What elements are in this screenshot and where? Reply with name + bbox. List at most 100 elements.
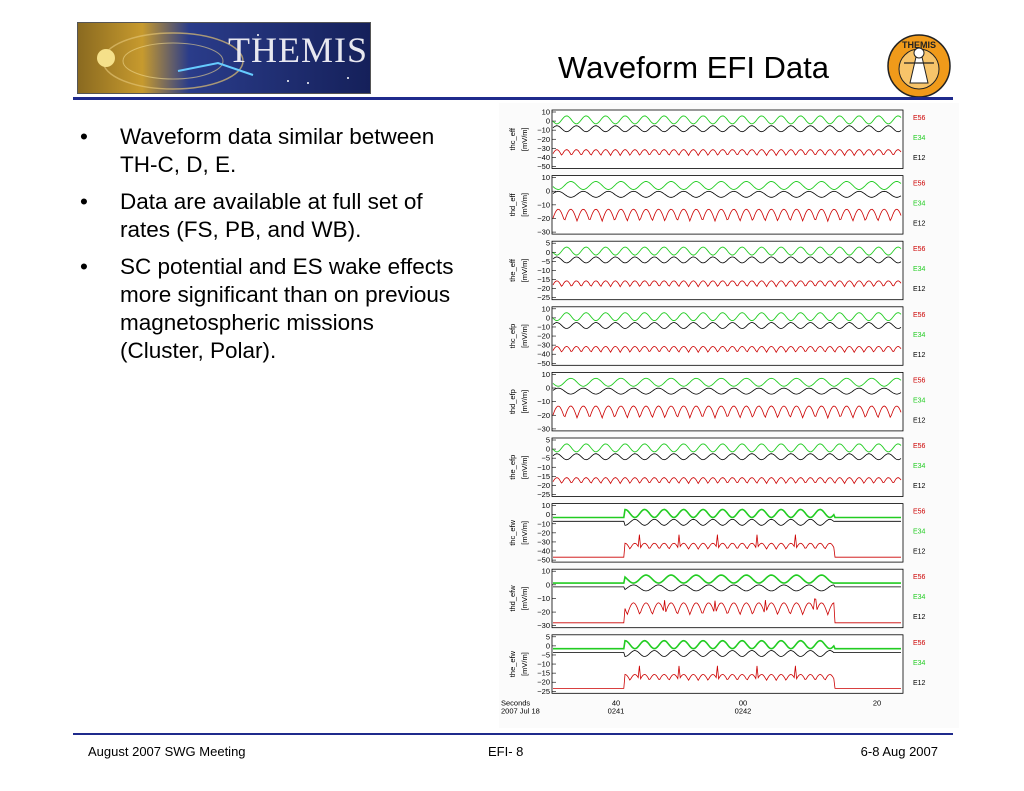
footer-date: 6-8 Aug 2007 — [860, 744, 938, 759]
y-tick-label: −40 — [537, 350, 550, 359]
legend-entry: E56 — [913, 181, 926, 188]
panel-ylabel: thd_eff — [508, 193, 517, 217]
y-tick-label: 10 — [542, 501, 550, 510]
footer-prefix: EFI- — [488, 744, 517, 759]
slide-title: Waveform EFI Data — [558, 50, 830, 85]
legend-entry: E56 — [913, 115, 926, 122]
panel-frame — [551, 240, 904, 301]
footer-slide-id: EFI- 8 — [488, 744, 523, 759]
y-tick-label: −25 — [537, 490, 550, 499]
series-e56 — [552, 208, 902, 223]
series-e34 — [552, 181, 902, 190]
legend-entry: E56 — [913, 312, 926, 319]
legend-entry: E12 — [913, 417, 926, 424]
bullet-text: SC potential and ES wake effects more si… — [120, 254, 454, 363]
y-tick-label: −20 — [537, 284, 550, 293]
bullet-marker: • — [80, 254, 88, 279]
y-tick-label: −40 — [537, 153, 550, 162]
series-e12 — [553, 584, 901, 592]
y-tick-label: 5 — [546, 239, 550, 248]
y-tick-label: −20 — [537, 214, 550, 223]
bullet-text: Data are available at full set of rates … — [120, 189, 423, 242]
legend-entry: E34 — [913, 529, 926, 536]
legend-entry: E12 — [913, 549, 926, 556]
y-tick-label: −5 — [541, 650, 550, 659]
panel-unit: [mV/m] — [520, 259, 529, 283]
y-tick-label: −10 — [537, 594, 550, 603]
legend-entry: E34 — [913, 135, 926, 142]
legend-entry: E12 — [913, 221, 926, 228]
legend-entry: E34 — [913, 201, 926, 208]
y-tick-label: 5 — [546, 632, 550, 641]
header-rule — [73, 97, 953, 100]
x-tick-label: 20 — [873, 698, 881, 707]
legend-entry: E34 — [913, 266, 926, 273]
y-tick-label: 0 — [546, 187, 550, 196]
panel-ylabel: thc_eff — [508, 127, 517, 150]
panel-ylabel: thd_efp — [508, 389, 517, 414]
legend-entry: E12 — [913, 680, 926, 687]
logo-wordmark: THEMIS — [228, 30, 368, 70]
series-e12 — [552, 256, 902, 264]
y-tick-label: −10 — [537, 519, 550, 528]
panel-frame — [551, 175, 904, 235]
bullet-marker: • — [80, 124, 88, 149]
y-tick-label: −10 — [537, 463, 550, 472]
y-tick-label: −20 — [537, 135, 550, 144]
series-e56 — [552, 345, 902, 354]
x-tick-sublabel: 0242 — [735, 706, 752, 715]
footer-rule — [73, 733, 953, 735]
x-tick-label: 00 — [739, 698, 747, 707]
series-e34 — [552, 443, 902, 453]
y-tick-label: −50 — [537, 162, 550, 171]
y-tick-label: 10 — [542, 108, 550, 117]
series-e56 — [553, 598, 901, 624]
y-tick-label: −20 — [537, 481, 550, 490]
y-tick-label: 0 — [546, 510, 550, 519]
legend-entry: E12 — [913, 286, 926, 293]
y-tick-label: −20 — [537, 411, 550, 420]
panel-unit: [mV/m] — [520, 390, 529, 414]
legend-entry: E12 — [913, 155, 926, 162]
series-e34 — [552, 246, 902, 256]
y-tick-label: −5 — [541, 454, 550, 463]
bullet-marker: • — [80, 189, 88, 214]
y-tick-label: 5 — [546, 436, 550, 445]
y-tick-label: 0 — [546, 580, 550, 589]
series-e12 — [553, 518, 901, 526]
themis-seal-icon: THEMIS — [887, 34, 951, 98]
series-e56 — [552, 149, 902, 157]
logo-artwork — [97, 32, 349, 90]
y-tick-label: −30 — [537, 621, 550, 630]
series-e34 — [553, 639, 901, 650]
y-tick-label: −30 — [537, 537, 550, 546]
y-tick-label: 10 — [542, 370, 550, 379]
x-tick-label: 40 — [612, 698, 620, 707]
series-e34 — [552, 115, 902, 125]
y-tick-label: −20 — [537, 678, 550, 687]
series-e56 — [552, 405, 902, 420]
legend-entry: E12 — [913, 483, 926, 490]
panel-unit: [mV/m] — [520, 127, 529, 151]
panel-frame — [551, 437, 904, 497]
series-e56 — [552, 477, 902, 485]
legend-entry: E12 — [913, 352, 926, 359]
legend-entry: E56 — [913, 640, 926, 647]
y-tick-label: 10 — [542, 304, 550, 313]
y-tick-label: −50 — [537, 359, 550, 368]
panel-ylabel: the_efw — [508, 650, 517, 677]
bullet-item: • Data are available at full set of rates… — [80, 188, 460, 244]
y-tick-label: −15 — [537, 669, 550, 678]
legend-entry: E34 — [913, 463, 926, 470]
footer-meeting: August 2007 SWG Meeting — [88, 744, 246, 759]
panel-unit: [mV/m] — [520, 324, 529, 348]
y-tick-label: −40 — [537, 547, 550, 556]
y-tick-label: −20 — [537, 528, 550, 537]
y-tick-label: −15 — [537, 472, 550, 481]
y-tick-label: −20 — [537, 608, 550, 617]
y-tick-label: −30 — [537, 228, 550, 237]
panel-unit: [mV/m] — [520, 587, 529, 611]
panel-ylabel: thd_efw — [508, 585, 517, 612]
y-tick-label: −10 — [537, 126, 550, 135]
series-e12 — [552, 322, 902, 329]
